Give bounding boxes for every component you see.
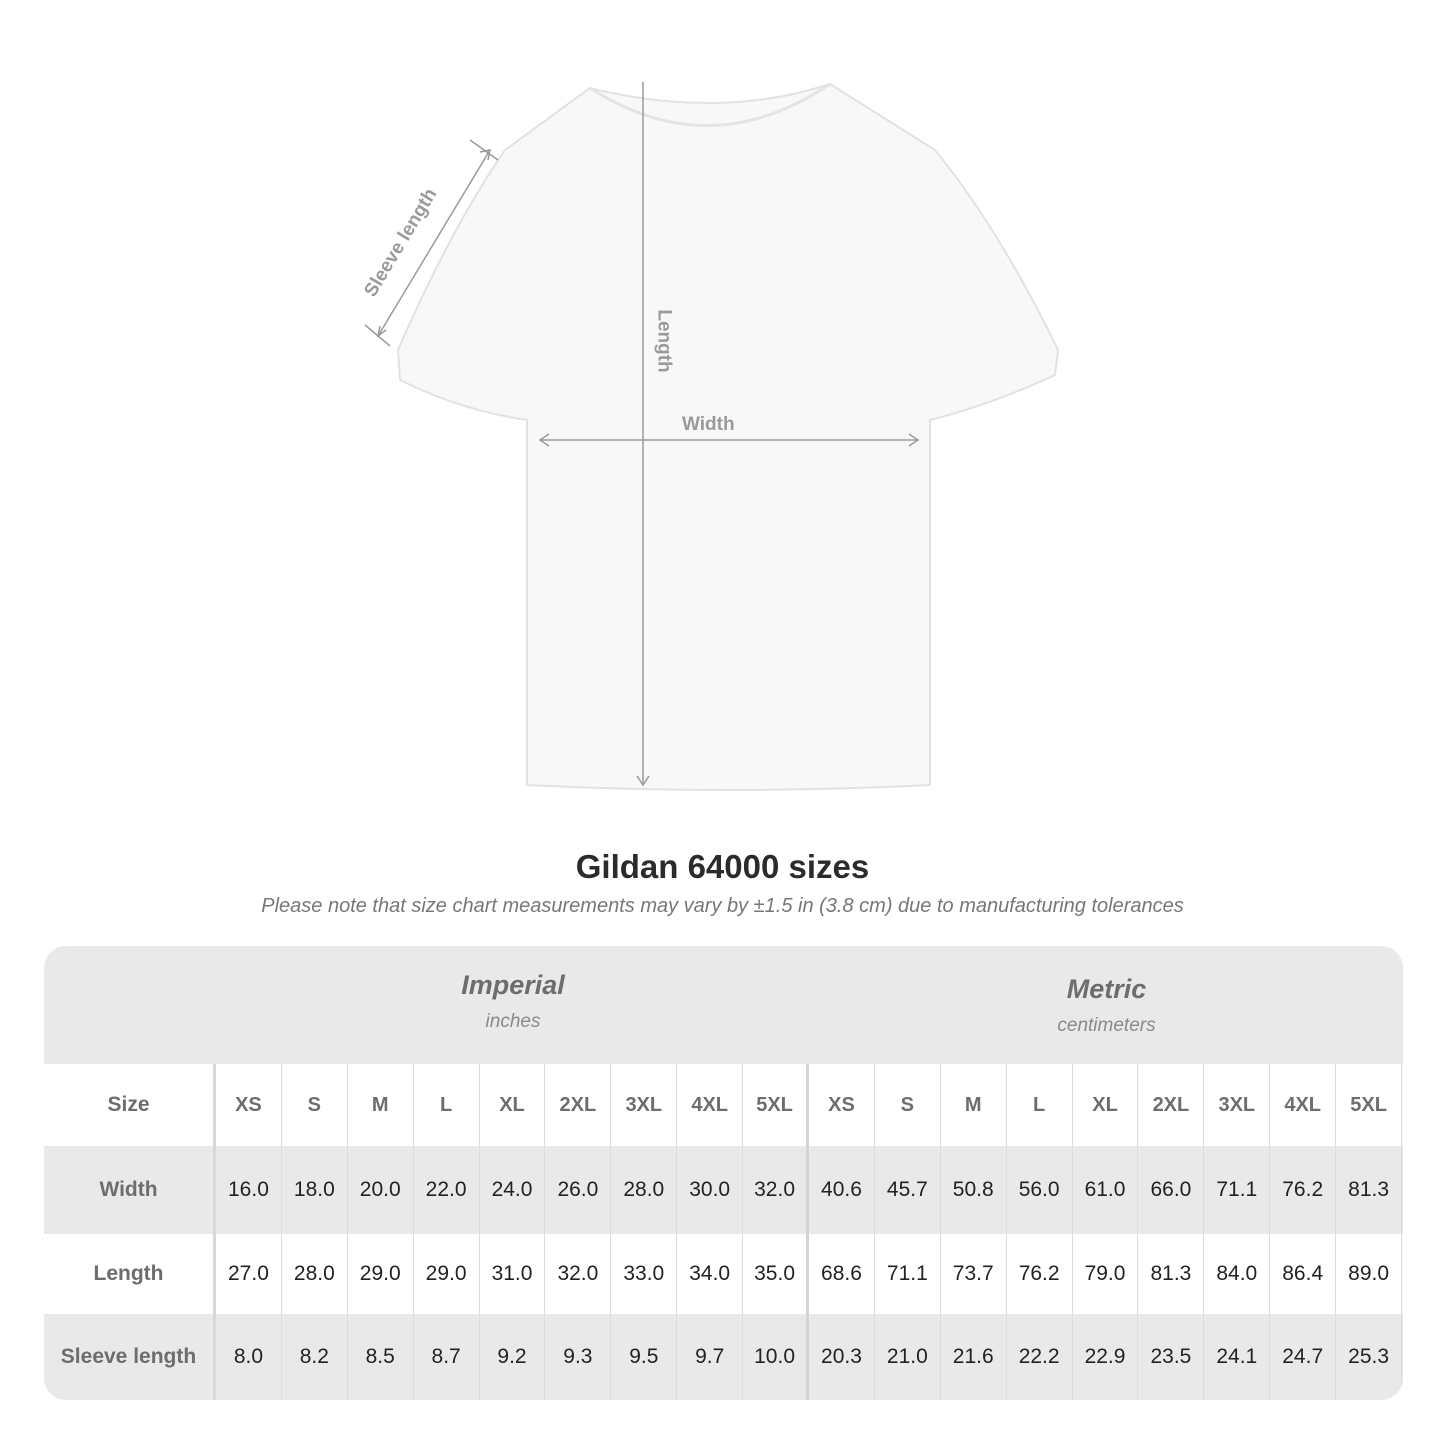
imperial-value-cell: 9.2 (480, 1314, 546, 1400)
length-label: Length (653, 309, 675, 373)
imperial-value-cell: 28.0 (611, 1146, 678, 1234)
imperial-value-cell: 24.0 (480, 1146, 546, 1234)
metric-value-cell: 22.2 (1007, 1314, 1073, 1400)
metric-value-cell: 21.6 (941, 1314, 1007, 1400)
tshirt-collar (589, 82, 831, 127)
metric-value-cell: 81.3 (1138, 1234, 1205, 1314)
imperial-value-cell: 29.0 (348, 1234, 414, 1314)
metric-label: Metric (1066, 974, 1147, 1004)
imperial-value-cell: 8.2 (282, 1314, 348, 1400)
metric-value-cell: 76.2 (1007, 1234, 1073, 1314)
imperial-value-cell: 28.0 (282, 1234, 348, 1314)
imperial-value-cell: 22.0 (414, 1146, 480, 1234)
metric-size-header: M (941, 1064, 1007, 1146)
imperial-value-cell: 33.0 (611, 1234, 678, 1314)
imperial-unit: inches (485, 1011, 541, 1032)
imperial-size-header: XL (480, 1064, 546, 1146)
imperial-value-cell: 9.3 (545, 1314, 612, 1400)
metric-value-cell: 21.0 (875, 1314, 941, 1400)
row-label: Width (44, 1146, 216, 1234)
imperial-value-cell: 35.0 (743, 1234, 810, 1314)
metric-value-cell: 86.4 (1270, 1234, 1337, 1314)
metric-value-cell: 71.1 (875, 1234, 941, 1314)
metric-unit: centimeters (1057, 1015, 1156, 1036)
metric-value-cell: 40.6 (809, 1146, 875, 1234)
imperial-size-header: 5XL (743, 1064, 810, 1146)
imperial-value-cell: 9.7 (677, 1314, 744, 1400)
tshirt-shape (396, 82, 1060, 791)
imperial-value-cell: 29.0 (414, 1234, 480, 1314)
tolerance-note: Please note that size chart measurements… (261, 895, 1184, 917)
size-table: Imperial inches Metric centimeters Size X… (44, 946, 1403, 1400)
metric-value-cell: 50.8 (941, 1146, 1007, 1234)
metric-value-cell: 84.0 (1204, 1234, 1271, 1314)
metric-header: Metric centimeters (810, 946, 1403, 1092)
imperial-value-cell: 10.0 (743, 1314, 810, 1400)
imperial-header: Imperial inches (216, 946, 810, 1088)
imperial-size-header: 4XL (677, 1064, 744, 1146)
metric-value-cell: 25.3 (1336, 1314, 1403, 1400)
width-label: Width (682, 414, 735, 435)
imperial-value-cell: 31.0 (480, 1234, 546, 1314)
imperial-value-cell: 26.0 (545, 1146, 612, 1234)
imperial-size-header: M (348, 1064, 414, 1146)
imperial-label: Imperial (461, 970, 565, 1000)
measure-arrows (364, 82, 920, 787)
metric-size-header: 4XL (1270, 1064, 1337, 1146)
imperial-value-cell: 30.0 (677, 1146, 744, 1234)
imperial-value-cell: 20.0 (348, 1146, 414, 1234)
imperial-value-cell: 8.0 (216, 1314, 282, 1400)
metric-value-cell: 45.7 (875, 1146, 941, 1234)
metric-value-cell: 71.1 (1204, 1146, 1271, 1234)
metric-value-cell: 22.9 (1073, 1314, 1139, 1400)
metric-value-cell: 73.7 (941, 1234, 1007, 1314)
metric-value-cell: 79.0 (1073, 1234, 1139, 1314)
sleeve-arrow (377, 149, 491, 337)
imperial-value-cell: 9.5 (611, 1314, 678, 1400)
row-label: Sleeve length (44, 1314, 216, 1400)
metric-value-cell: 81.3 (1336, 1146, 1403, 1234)
table-row: Width 16.0 18.0 20.0 22.0 24.0 26.0 28.0 30.0 32.… (44, 1146, 1403, 1234)
metric-value-cell: 23.5 (1138, 1314, 1205, 1400)
imperial-value-cell: 32.0 (743, 1146, 810, 1234)
imperial-size-header: 2XL (545, 1064, 612, 1146)
metric-size-header: 2XL (1138, 1064, 1205, 1146)
metric-value-cell: 76.2 (1270, 1146, 1337, 1234)
metric-value-cell: 24.7 (1270, 1314, 1337, 1400)
metric-value-cell: 68.6 (809, 1234, 875, 1314)
metric-size-header: XL (1073, 1064, 1139, 1146)
metric-value-cell: 66.0 (1138, 1146, 1205, 1234)
page-title: Gildan 64000 sizes (575, 848, 870, 885)
table-row: Sleeve length 8.0 8.2 8.5 8.7 9.2 9.3 9.5 9.7 10.… (44, 1314, 1403, 1400)
imperial-value-cell: 16.0 (216, 1146, 282, 1234)
imperial-size-header: XS (216, 1064, 282, 1146)
tshirt-diagram (364, 82, 1060, 791)
metric-value-cell: 24.1 (1204, 1314, 1271, 1400)
imperial-value-cell: 32.0 (545, 1234, 612, 1314)
metric-value-cell: 56.0 (1007, 1146, 1073, 1234)
metric-value-cell: 20.3 (809, 1314, 875, 1400)
metric-size-header: XS (809, 1064, 875, 1146)
imperial-value-cell: 8.7 (414, 1314, 480, 1400)
imperial-size-header: 3XL (611, 1064, 678, 1146)
imperial-size-header: L (414, 1064, 480, 1146)
metric-value-cell: 61.0 (1073, 1146, 1139, 1234)
imperial-value-cell: 27.0 (216, 1234, 282, 1314)
size-header-row: Size XS S M L XL 2XL 3XL 4XL 5XL XS S M L XL 2XL 3XL 4XL 5… (44, 1064, 1403, 1146)
imperial-value-cell: 8.5 (348, 1314, 414, 1400)
metric-size-header: S (875, 1064, 941, 1146)
row-label: Length (44, 1234, 216, 1314)
metric-size-header: 5XL (1336, 1064, 1403, 1146)
row-label: Size (44, 1064, 216, 1146)
table-row: Length 27.0 28.0 29.0 29.0 31.0 32.0 33.0 34.0 35… (44, 1234, 1403, 1314)
metric-size-header: 3XL (1204, 1064, 1271, 1146)
imperial-size-header: S (282, 1064, 348, 1146)
metric-value-cell: 89.0 (1336, 1234, 1403, 1314)
metric-size-header: L (1007, 1064, 1073, 1146)
imperial-value-cell: 18.0 (282, 1146, 348, 1234)
imperial-value-cell: 34.0 (677, 1234, 744, 1314)
